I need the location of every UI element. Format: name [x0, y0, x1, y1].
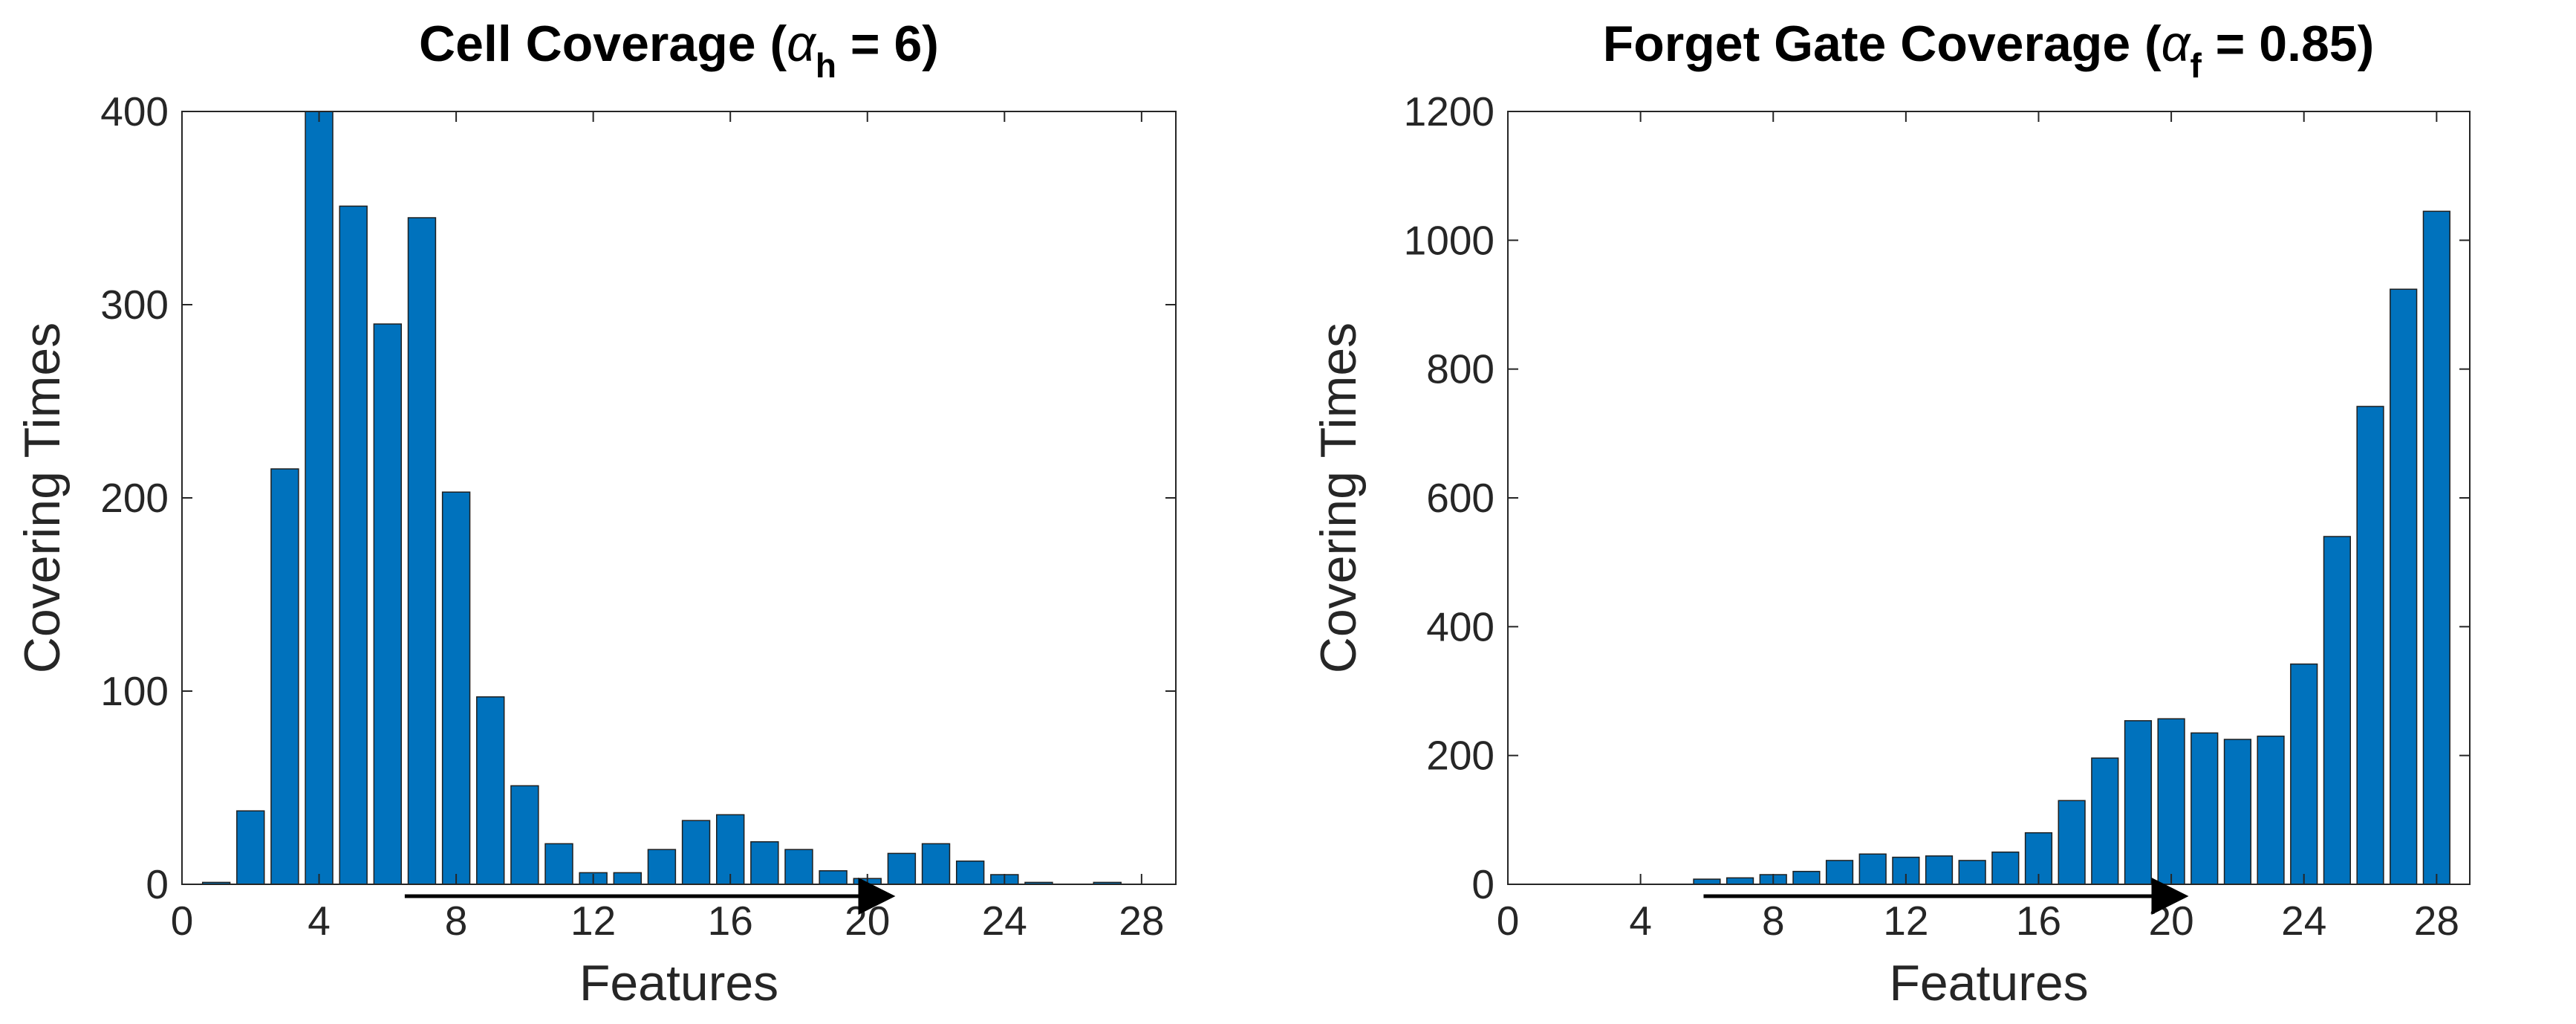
chart-title: Forget Gate Coverage (αf = 0.85) — [1603, 16, 2375, 85]
title-alpha-symbol: α — [787, 16, 817, 72]
bar-feature-25 — [2323, 536, 2351, 885]
forget-gate-coverage-chart: 0 4 8 12 16 20 24 28 0 200 400 600 800 1000 1200 Featur… — [1310, 16, 2471, 1011]
bar-feature-10 — [1825, 860, 1854, 885]
title-prefix: Forget Gate Coverage ( — [1603, 16, 2162, 72]
bar-feature-14 — [1958, 860, 1986, 885]
bar-feature-23 — [955, 861, 985, 885]
x-tick-label: 8 — [1762, 898, 1785, 944]
bar-feature-15 — [681, 820, 711, 885]
y-tick-label: 600 — [1426, 475, 1494, 521]
bar-feature-16 — [716, 814, 745, 885]
bar-feature-14 — [647, 849, 677, 885]
bar-feature-7 — [407, 217, 437, 885]
x-tick-label: 24 — [982, 898, 1027, 944]
bar-feature-6 — [373, 323, 403, 885]
x-axis-label: Features — [1889, 955, 2088, 1011]
cell-coverage-chart: 0 4 8 12 16 20 24 28 0 100 200 300 400 Features Coveri… — [14, 16, 1177, 1011]
y-tick-label: 400 — [100, 88, 169, 135]
bar-feature-20 — [2157, 718, 2185, 885]
x-tick-label: 28 — [2414, 898, 2459, 944]
y-axis-label: Covering Times — [14, 323, 71, 673]
bar-feature-13 — [1925, 855, 1954, 885]
bar-feature-9 — [1792, 870, 1821, 885]
title-suffix: = 6) — [836, 16, 939, 72]
x-tick-label: 16 — [708, 898, 753, 944]
bar-feature-17 — [750, 841, 779, 885]
bar-feature-7 — [1726, 877, 1754, 885]
y-tick-label: 100 — [100, 668, 169, 714]
x-axis-label: Features — [579, 955, 778, 1011]
y-tick-label: 0 — [1471, 861, 1494, 907]
bar-feature-10 — [510, 785, 539, 885]
title-subscript: h — [816, 46, 836, 85]
bar-feature-19 — [819, 870, 848, 885]
bar-feature-19 — [2124, 720, 2153, 885]
x-tick-label: 20 — [845, 898, 890, 944]
bar-feature-13 — [613, 872, 642, 885]
bar-feature-11 — [544, 843, 573, 885]
bar-feature-9 — [476, 696, 505, 885]
y-tick-label: 200 — [100, 475, 169, 521]
bar-feature-21 — [887, 852, 917, 885]
x-tick-label: 8 — [445, 898, 468, 944]
bar-feature-17 — [2058, 800, 2086, 885]
y-tick-label: 400 — [1426, 603, 1494, 649]
x-tick-label: 4 — [308, 898, 331, 944]
chart-title: Cell Coverage (αh = 6) — [419, 16, 939, 85]
title-prefix: Cell Coverage ( — [419, 16, 787, 72]
bar-feature-15 — [1991, 851, 2020, 885]
y-tick-label: 1200 — [1404, 88, 1494, 135]
x-tick-label: 12 — [1883, 898, 1928, 944]
y-tick-label: 200 — [1426, 733, 1494, 779]
bar-feature-23 — [2257, 735, 2285, 885]
y-tick-label: 0 — [146, 861, 169, 907]
x-tick-label: 12 — [570, 898, 616, 944]
bar-feature-4 — [305, 111, 334, 885]
bar-feature-28 — [2422, 210, 2450, 885]
y-tick-label: 300 — [100, 282, 169, 328]
bar-feature-5 — [339, 205, 368, 885]
x-tick-label: 28 — [1119, 898, 1164, 944]
x-tick-label: 16 — [2016, 898, 2061, 944]
x-tick-label: 4 — [1629, 898, 1652, 944]
x-tick-label: 0 — [1497, 898, 1520, 944]
bar-feature-22 — [2223, 739, 2252, 885]
bar-feature-11 — [1858, 853, 1887, 885]
title-suffix: = 0.85) — [2202, 16, 2375, 72]
bar-feature-24 — [2290, 663, 2318, 885]
x-tick-label: 20 — [2149, 898, 2194, 944]
bar-feature-8 — [441, 491, 471, 885]
x-tick-label: 24 — [2281, 898, 2326, 944]
y-tick-label: 1000 — [1404, 217, 1494, 263]
bar-feature-2 — [236, 810, 265, 885]
bar-feature-3 — [270, 468, 299, 885]
bar-feature-6 — [1693, 878, 1721, 885]
bar-feature-27 — [2390, 288, 2418, 885]
title-alpha-symbol: α — [2162, 16, 2192, 72]
bar-feature-18 — [784, 849, 813, 885]
title-subscript: f — [2190, 46, 2202, 85]
y-tick-label: 800 — [1426, 346, 1494, 392]
x-tick-label: 0 — [171, 898, 194, 944]
bar-feature-22 — [921, 843, 951, 885]
bar-feature-18 — [2091, 757, 2119, 885]
bar-feature-26 — [2356, 406, 2384, 885]
bar-feature-21 — [2190, 732, 2219, 885]
y-axis-label: Covering Times — [1310, 323, 1367, 673]
